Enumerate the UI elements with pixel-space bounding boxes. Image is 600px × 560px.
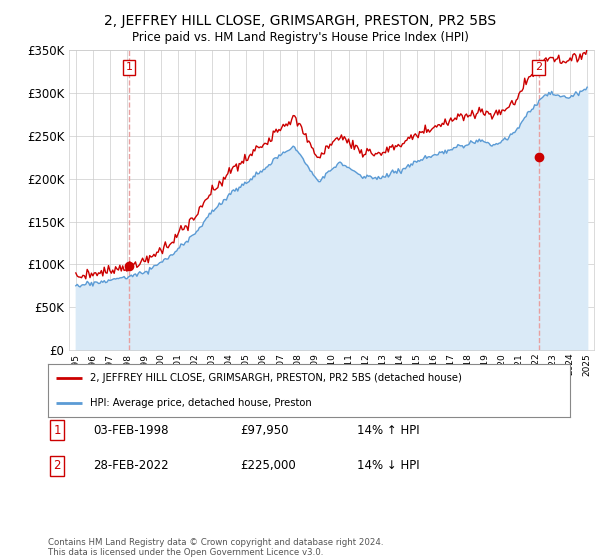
Text: £97,950: £97,950 xyxy=(240,423,289,437)
Text: £225,000: £225,000 xyxy=(240,459,296,473)
Text: Price paid vs. HM Land Registry's House Price Index (HPI): Price paid vs. HM Land Registry's House … xyxy=(131,31,469,44)
Text: Contains HM Land Registry data © Crown copyright and database right 2024.
This d: Contains HM Land Registry data © Crown c… xyxy=(48,538,383,557)
Text: 1: 1 xyxy=(53,423,61,437)
Text: 14% ↓ HPI: 14% ↓ HPI xyxy=(357,459,419,473)
Text: 1: 1 xyxy=(125,62,133,72)
Text: 14% ↑ HPI: 14% ↑ HPI xyxy=(357,423,419,437)
Text: HPI: Average price, detached house, Preston: HPI: Average price, detached house, Pres… xyxy=(90,398,311,408)
Text: 2, JEFFREY HILL CLOSE, GRIMSARGH, PRESTON, PR2 5BS: 2, JEFFREY HILL CLOSE, GRIMSARGH, PRESTO… xyxy=(104,14,496,28)
Text: 2: 2 xyxy=(53,459,61,473)
Text: 28-FEB-2022: 28-FEB-2022 xyxy=(93,459,169,473)
Text: 03-FEB-1998: 03-FEB-1998 xyxy=(93,423,169,437)
Text: 2, JEFFREY HILL CLOSE, GRIMSARGH, PRESTON, PR2 5BS (detached house): 2, JEFFREY HILL CLOSE, GRIMSARGH, PRESTO… xyxy=(90,374,461,384)
Text: 2: 2 xyxy=(535,62,542,72)
